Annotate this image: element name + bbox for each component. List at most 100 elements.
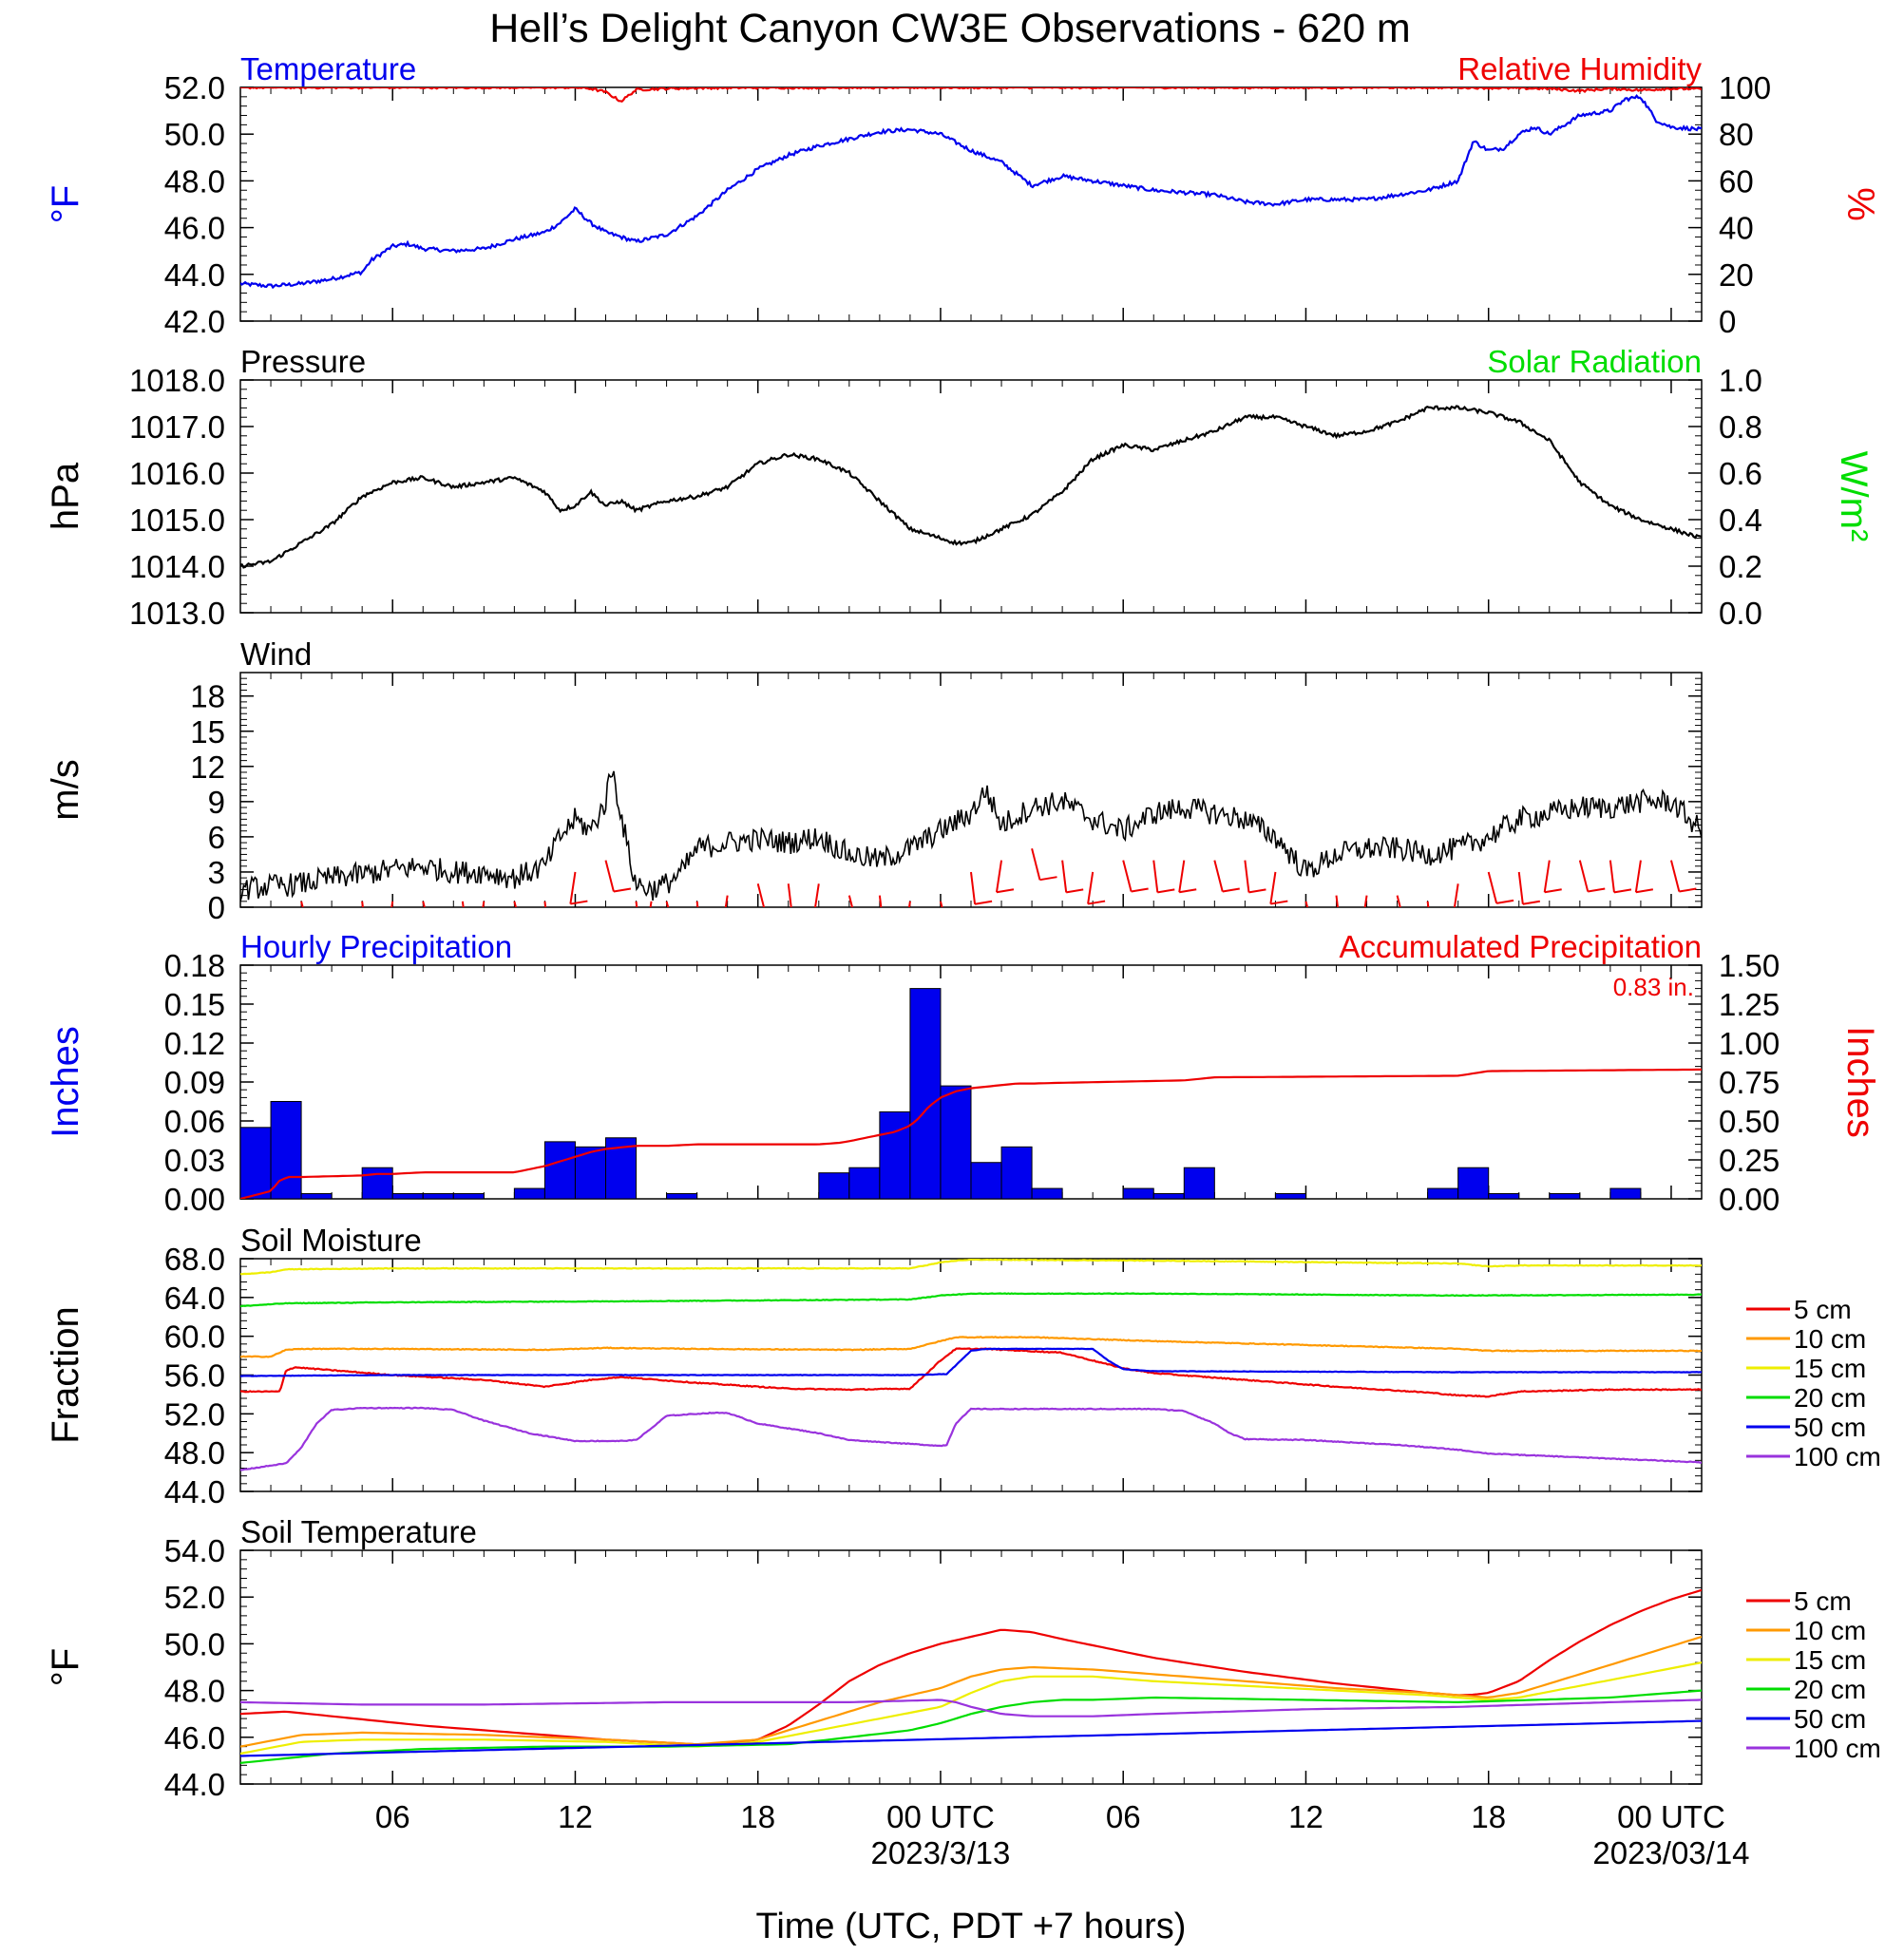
y-tick-label: 48.0 [164,163,225,199]
precip-bar [270,1101,302,1199]
wind-barb-flag [1544,888,1562,894]
wind-barb-flag [1039,876,1057,882]
y-tick-label-right: 0 [1719,304,1736,339]
y-tick-label: 44.0 [164,1474,225,1509]
x-tick-label: 18 [1471,1799,1506,1834]
legend-label: 20 cm [1794,1675,1866,1704]
y-tick-label: 15 [190,714,225,750]
wind-barb [787,883,792,907]
y-axis-label-left: m/s [45,759,86,820]
precip-bar [1609,1187,1642,1199]
wind-barb-flag [1066,888,1084,894]
wind-barb-flag [1613,888,1632,894]
y-tick-label: 0 [208,890,225,925]
y-tick-label: 50.0 [164,117,225,152]
precip-bar [513,1187,545,1199]
wind-barb [1487,871,1498,904]
y-tick-label: 1016.0 [129,456,225,491]
y-tick-label: 0.03 [164,1143,225,1178]
panel-title-left: Hourly Precipitation [240,929,512,964]
series-line-1 [240,770,1702,902]
wind-barb-flag [1679,887,1697,893]
y-tick-label: 1018.0 [129,363,225,398]
wind-barb-flag [1222,887,1240,893]
series-line-2 [240,1336,1702,1358]
wind-barb [461,901,465,907]
y-tick-label: 52.0 [164,70,225,105]
wind-barb [1304,901,1309,907]
wind-barb [1453,883,1459,907]
precip-bar [940,1085,972,1199]
plot-area [240,1588,1702,1764]
panel-title-right: Solar Radiation [1487,344,1702,379]
wind-barb [604,860,615,892]
wind-barb-flag [613,887,632,893]
y-tick-label: 18 [190,679,225,714]
wind-barb [1122,860,1133,892]
y-tick-label-right: 0.25 [1719,1143,1780,1178]
wind-barb [422,901,426,907]
precip-bar [1457,1167,1490,1199]
y-tick-label: 64.0 [164,1281,225,1316]
wind-barb [907,901,911,907]
legend-label: 10 cm [1794,1616,1866,1645]
y-tick-label: 1015.0 [129,503,225,538]
y-axis-label-left: °F [45,1648,86,1686]
wind-barb-flag [523,930,540,933]
wind-barb-flag [1087,900,1106,905]
y-tick-label: 48.0 [164,1435,225,1471]
wind-barb-flag [646,930,663,933]
series-line-1 [240,1588,1702,1746]
wind-barb-flag [548,931,565,934]
precip-bar [240,1127,272,1199]
wind-barb-flag [570,900,588,905]
legend-label: 50 cm [1794,1413,1866,1442]
wind-barb [995,860,1003,893]
y-axis-label-left: Fraction [45,1306,86,1444]
legend-label: 50 cm [1794,1704,1866,1734]
wind-barb [1087,871,1095,904]
panel-2: 1013.0 1014.0 1015.0 1016.0 1017.0 1018.0 0.0 0… [45,344,1875,631]
y-tick-label: 54.0 [164,1533,225,1568]
wind-barb-flag [814,913,831,916]
wind-barb-flag [884,924,901,927]
precip-bar [543,1141,576,1199]
series-line-1 [240,1347,1702,1398]
wind-barb-flag [1131,887,1149,893]
y-tick-label: 44.0 [164,1767,225,1802]
precip-bar [1122,1187,1154,1199]
wind-barb [1061,860,1068,893]
wind-barb-flag [1248,888,1266,894]
precip-bar [422,1193,454,1199]
y-tick-label: 68.0 [164,1242,225,1277]
legend-label: 10 cm [1794,1324,1866,1354]
y-tick-label: 0.09 [164,1065,225,1100]
wind-barb [1031,848,1041,881]
y-tick-label-right: 0.8 [1719,409,1762,445]
precip-bar [848,1167,881,1199]
wind-barb [635,901,638,907]
precip-bar [361,1167,393,1199]
series-line-1 [240,1068,1702,1199]
series-line-4 [240,1292,1702,1308]
chart-title: Hell’s Delight Canyon CW3E Observations … [489,6,1411,51]
precip-bar [970,1162,1002,1199]
wind-barb [1426,901,1430,907]
wind-barb-flag [675,930,692,933]
y-tick-label-right: 0.00 [1719,1182,1780,1217]
y-tick-label: 60.0 [164,1319,225,1355]
y-tick-label: 1014.0 [129,549,225,584]
wind-barb-flag [1522,900,1540,905]
legend-label: 5 cm [1794,1586,1852,1616]
wind-barb [878,895,883,907]
precip-bar [1549,1193,1581,1199]
panel-title-left: Soil Temperature [240,1514,477,1549]
wind-barb-flag [1341,924,1358,927]
y-axis-label-left: Inches [45,1026,86,1138]
y-tick-label: 0.18 [164,948,225,983]
plot-area [240,87,1702,290]
wind-barb-flag [1635,888,1654,894]
precip-bar [391,1193,424,1199]
y-tick-label-right: 0.2 [1719,549,1762,584]
